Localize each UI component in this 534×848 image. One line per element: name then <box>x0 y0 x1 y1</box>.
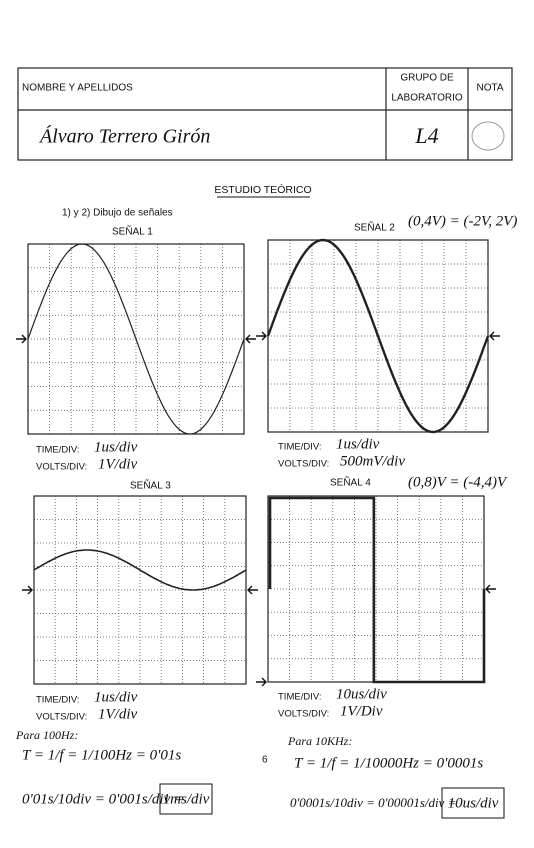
student-name: Álvaro Terrero Girón <box>38 125 210 148</box>
signal-title: SEÑAL 2 <box>354 221 395 234</box>
volts-div-value: 500mV/div <box>340 453 405 469</box>
time-div-label: TIME/DIV: <box>278 692 321 703</box>
arrow <box>22 585 33 595</box>
group-label: LABORATORIO <box>391 93 463 104</box>
volts-div-value: 1V/Div <box>340 703 383 719</box>
volts-div-label: VOLTS/DIV: <box>278 709 329 720</box>
note: Para 100Hz: <box>15 728 78 742</box>
signal-title: SEÑAL 3 <box>130 479 171 492</box>
waveform <box>27 243 245 435</box>
subtitle: 1) y 2) Dibujo de señales <box>62 208 173 219</box>
volts-div-label: VOLTS/DIV: <box>278 459 329 470</box>
volts-div-value: 1V/div <box>98 456 137 472</box>
signal-annotation: (0,4V) = (-2V, 2V) <box>408 213 517 229</box>
grade-label: NOTA <box>476 83 503 94</box>
time-div-label: TIME/DIV: <box>36 445 79 456</box>
signal-title: SEÑAL 4 <box>330 476 371 489</box>
time-div-value: 1us/div <box>336 436 380 452</box>
note: 0'01s/10div = 0'001s/div = <box>22 791 184 807</box>
note: T = 1/f = 1/100Hz = 0'01s <box>22 747 181 763</box>
note: T = 1/f = 1/10000Hz = 0'0001s <box>294 755 483 771</box>
time-div-value: 1us/div <box>94 439 138 455</box>
note: 0'0001s/10div = 0'00001s/div = <box>290 795 456 810</box>
waveform <box>266 238 490 434</box>
scopes: SEÑAL 1 TIME/DIV: 1us/div VOLTS/DIV: 1V/div S… <box>16 213 517 723</box>
signal-title: SEÑAL 1 <box>112 225 153 238</box>
arrow <box>245 334 256 344</box>
group-value: L4 <box>414 123 438 148</box>
arrow <box>485 584 496 594</box>
signal-annotation: (0,8)V = (-4,4)V <box>408 474 508 490</box>
arrow <box>256 331 267 341</box>
section-title: ESTUDIO TEÓRICO <box>214 183 311 196</box>
arrow <box>256 677 267 687</box>
arrow <box>16 334 27 344</box>
page-number: 6 <box>262 755 268 766</box>
arrow <box>489 331 500 341</box>
waveform <box>268 496 486 684</box>
note: 10us/div <box>448 795 499 811</box>
grade-mark <box>471 121 505 151</box>
scope-frame <box>33 495 247 685</box>
volts-div-label: VOLTS/DIV: <box>36 462 87 473</box>
note: 1ms/div <box>163 791 210 807</box>
note: Para 10KHz: <box>287 734 352 748</box>
group-label: GRUPO DE <box>400 73 454 84</box>
waveform <box>33 549 247 591</box>
volts-div-value: 1V/div <box>98 706 137 722</box>
volts-div-label: VOLTS/DIV: <box>36 712 87 723</box>
header-table: NOMBRE Y APELLIDOS GRUPO DE LABORATORIO … <box>17 67 513 161</box>
arrow <box>247 585 258 595</box>
answer-box <box>159 783 213 815</box>
time-div-label: TIME/DIV: <box>36 695 79 706</box>
time-div-value: 1us/div <box>94 689 138 705</box>
name-label: NOMBRE Y APELLIDOS <box>22 83 133 94</box>
answer-box <box>441 787 505 819</box>
time-div-value: 10us/div <box>336 686 387 702</box>
time-div-label: TIME/DIV: <box>278 442 321 453</box>
